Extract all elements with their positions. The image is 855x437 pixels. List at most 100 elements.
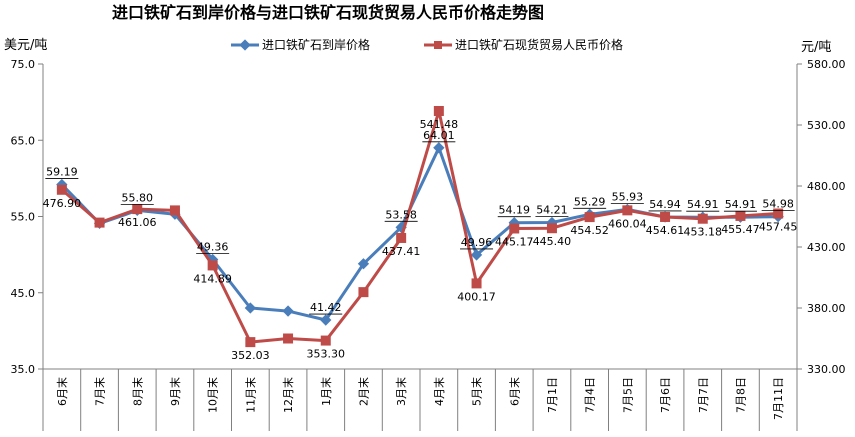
point-marker-square [320, 335, 331, 346]
data-label: 454.52 [570, 224, 609, 237]
data-label: 541.48 [420, 118, 459, 131]
left-tick-label: 65.0 [11, 134, 36, 147]
point-marker-square [207, 260, 218, 271]
data-label: 445.40 [533, 235, 572, 248]
data-label: 454.61 [646, 224, 685, 237]
point-marker-square [509, 223, 520, 234]
legend-marker-diamond [239, 39, 251, 51]
point-marker-square [735, 210, 746, 221]
data-label: 41.42 [310, 301, 342, 314]
data-label: 460.04 [608, 217, 647, 230]
point-marker-square [660, 211, 671, 222]
data-label: 457.45 [759, 221, 798, 234]
point-marker-diamond [433, 142, 445, 154]
x-tick-label: 4月末 [432, 377, 446, 406]
data-label: 54.94 [649, 198, 681, 211]
x-tick-label: 10月末 [206, 377, 220, 413]
data-label: 437.41 [382, 245, 421, 258]
data-label: 55.29 [574, 195, 606, 208]
data-label: 353.30 [307, 348, 346, 361]
data-label: 59.19 [46, 166, 78, 179]
right-tick-label: 430.00 [807, 241, 846, 254]
right-tick-label: 580.00 [807, 58, 846, 71]
x-tick-label: 7月8日 [734, 377, 747, 413]
legend-marker-square [434, 41, 442, 49]
x-tick-label: 7月末 [93, 377, 107, 406]
x-tick-label: 12月末 [281, 377, 295, 413]
point-marker-square [358, 287, 369, 298]
point-marker-square [283, 333, 294, 344]
data-label: 461.06 [118, 216, 157, 229]
data-label: 445.17 [495, 235, 534, 248]
point-marker-diamond [357, 258, 370, 270]
point-marker-square [433, 105, 444, 116]
data-label: 54.91 [687, 198, 719, 211]
point-marker-diamond [282, 305, 294, 317]
point-marker-square [245, 337, 256, 348]
x-tick-label: 7月1日 [546, 377, 559, 413]
point-marker-square [94, 217, 105, 228]
left-tick-label: 35.0 [11, 363, 36, 376]
x-tick-label: 6月末 [55, 377, 69, 406]
point-marker-square [546, 223, 557, 234]
x-tick-label: 1月末 [319, 377, 333, 406]
data-label: 453.18 [684, 226, 723, 239]
point-marker-square [773, 208, 784, 219]
legend: 进口铁矿石到岸价格 进口铁矿石现货贸易人民币价格 [231, 37, 623, 52]
point-marker-square [584, 212, 595, 223]
right-tick-label: 380.00 [807, 302, 846, 315]
chart-title: 进口铁矿石到岸价格与进口铁矿石现货贸易人民币价格走势图 [112, 3, 544, 22]
data-label: 352.03 [231, 349, 270, 362]
data-label: 64.01 [423, 129, 455, 142]
x-tick-label: 8月末 [130, 377, 144, 406]
x-tick-label: 11月末 [243, 377, 257, 413]
data-label: 54.91 [725, 198, 757, 211]
data-label: 54.19 [499, 204, 531, 217]
left-tick-label: 55.0 [11, 211, 36, 224]
right-axis-unit: 元/吨 [801, 40, 831, 55]
x-tick-label: 3月末 [394, 377, 408, 406]
x-tick-label: 7月7日 [697, 377, 710, 413]
x-tick-label: 6月末 [507, 377, 521, 406]
data-label: 54.98 [762, 198, 794, 211]
point-marker-square [169, 205, 180, 216]
data-label: 49.36 [197, 241, 229, 254]
legend-label-1: 进口铁矿石到岸价格 [262, 37, 370, 52]
point-marker-diamond [320, 314, 332, 326]
x-tick-label: 7月4日 [584, 377, 597, 413]
point-marker-square [697, 213, 708, 224]
x-tick-label: 7月5日 [621, 377, 634, 413]
left-tick-label: 45.0 [11, 287, 36, 300]
series-layer [56, 105, 784, 348]
point-marker-square [471, 278, 482, 289]
point-marker-diamond [244, 302, 257, 314]
data-label: 455.47 [721, 223, 760, 236]
right-tick-label: 330.00 [807, 363, 846, 376]
right-tick-label: 480.00 [807, 180, 846, 193]
point-marker-diamond [470, 249, 483, 261]
data-label: 55.80 [122, 191, 154, 204]
series-line-2 [60, 109, 779, 344]
left-axis-unit: 美元/吨 [4, 38, 47, 53]
left-tick-label: 75.0 [11, 58, 36, 71]
data-label: 54.21 [536, 204, 568, 217]
point-marker-square [396, 232, 407, 243]
point-marker-square [132, 204, 143, 215]
data-label: 476.90 [43, 197, 82, 210]
x-tick-label: 7月11日 [772, 377, 785, 420]
data-label: 414.89 [193, 272, 232, 285]
data-label: 400.17 [457, 290, 496, 303]
x-tick-label: 7月6日 [659, 377, 672, 413]
right-tick-label: 530.00 [807, 119, 846, 132]
data-label: 53.58 [385, 208, 417, 221]
point-marker-square [622, 205, 633, 216]
x-tick-label: 9月末 [168, 377, 182, 406]
axes: 35.0 45.0 55.0 65.0 75.0 330.00 380.00 430.00 48… [11, 58, 846, 431]
data-label: 49.96 [461, 236, 493, 249]
data-label: 55.93 [612, 190, 644, 203]
point-marker-square [56, 184, 67, 195]
x-tick-label: 2月末 [356, 377, 370, 406]
legend-label-2: 进口铁矿石现货贸易人民币价格 [455, 37, 623, 52]
